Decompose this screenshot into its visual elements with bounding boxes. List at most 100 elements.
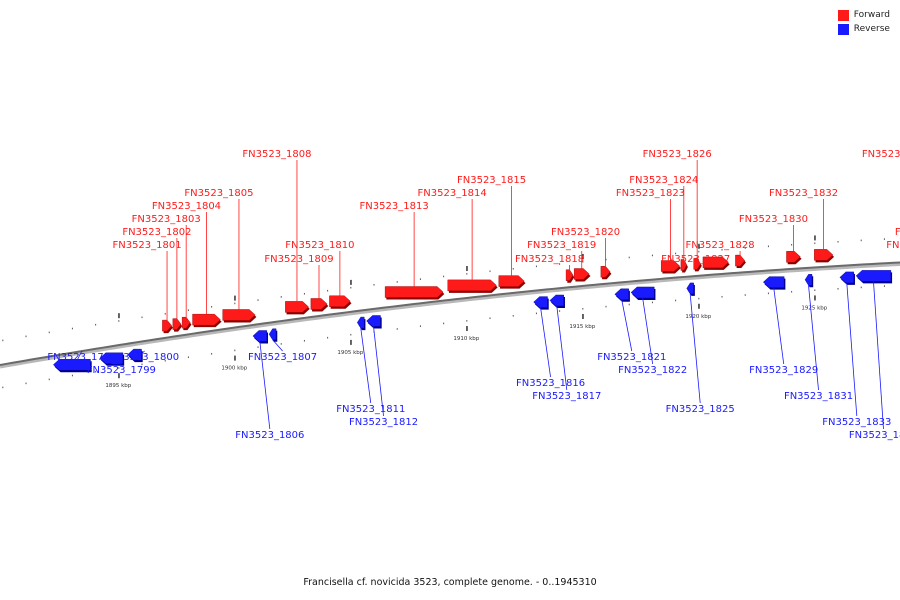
gene-label[interactable]: FN3523_1833 — [822, 417, 891, 428]
gene-arrow-fn3523-1804[interactable] — [192, 313, 221, 326]
gene-arrow-fn3523-1821[interactable] — [614, 288, 629, 301]
major-tick-rev — [118, 373, 120, 379]
minor-tick-fwd — [466, 273, 468, 275]
gene-arrow-fn3523-1820[interactable] — [600, 266, 611, 278]
gene-arrow-fn3523-1834[interactable] — [855, 270, 892, 282]
gene-label[interactable]: FN3523_1803 — [132, 214, 201, 225]
gene-arrow-fn3523-1833[interactable] — [839, 271, 854, 284]
gene-label[interactable]: FN3523_1808 — [242, 149, 311, 160]
gene-label[interactable]: FN3523_1825 — [666, 404, 735, 415]
gene-arrow-fn3523-1798[interactable] — [53, 359, 91, 371]
gene-arrow-fn3523-1822[interactable] — [630, 286, 655, 299]
gene-label[interactable]: FN3523_1811 — [336, 404, 405, 415]
gene-arrow-fn3523-1826[interactable] — [693, 258, 701, 270]
gene-arrow-fn3523-1808[interactable] — [285, 301, 309, 313]
major-tick-fwd — [582, 253, 584, 259]
minor-tick-fwd — [25, 335, 27, 338]
gene-label[interactable]: FN3523_1807 — [248, 352, 317, 363]
gene-label[interactable]: FN3523_1809 — [264, 254, 333, 265]
gene-arrow-fn3523-1831[interactable] — [804, 274, 813, 286]
gene-arrow-fn3523-1818[interactable] — [565, 269, 574, 281]
gene-label[interactable]: FN3523_1830 — [739, 214, 808, 225]
gene-label[interactable]: FN3523_1819 — [527, 240, 596, 251]
gene-arrow-fn3523-1812[interactable] — [366, 315, 381, 327]
gene-label[interactable]: FN3523_1810 — [285, 240, 354, 251]
gene-label[interactable]: FN3523_1802 — [122, 227, 191, 238]
minor-tick-rev — [327, 336, 329, 339]
minor-tick-rev — [280, 343, 282, 345]
minor-tick-rev — [698, 297, 700, 300]
major-tick-rev — [466, 326, 468, 332]
minor-tick-fwd — [791, 243, 793, 246]
gene-label[interactable]: FN3523_1834 — [849, 430, 900, 441]
gene-label[interactable]: FN3523_1806 — [235, 430, 304, 441]
gene-label[interactable]: FN3523_1799 — [87, 365, 156, 376]
gene-label[interactable]: FN3523_1798 — [47, 352, 116, 363]
gene-leader-line — [873, 281, 884, 430]
gene-arrow-fn3523-1806[interactable] — [252, 330, 267, 342]
gene-arrow-fn3523-1817[interactable] — [549, 294, 564, 307]
gene-label[interactable]: FN3523_1823 — [616, 188, 685, 199]
minor-tick-fwd — [95, 323, 97, 326]
minor-tick-rev — [767, 292, 769, 295]
gene-arrow-fn3523-1807[interactable] — [268, 328, 277, 340]
legend-forward: Forward — [837, 8, 890, 22]
gene-label[interactable]: FN3523_1804 — [152, 201, 221, 212]
gene-label[interactable]: FN3523_1821 — [597, 352, 666, 363]
axis-tick-label: 1920 kbp — [685, 314, 711, 320]
gene-arrow-fn3523-1809[interactable] — [310, 298, 328, 310]
minor-tick-rev — [164, 359, 166, 362]
gene-arrow-fn3523-1814[interactable] — [447, 279, 497, 292]
gene-label[interactable]: FN3523_1822 — [618, 365, 687, 376]
gene-label[interactable]: FN3523_1837 — [886, 240, 900, 251]
gene-label[interactable]: FN3523_1827 — [661, 254, 730, 265]
gene-label[interactable]: FN3523_1824 — [629, 175, 698, 186]
gene-arrow-fn3523-1824[interactable] — [680, 259, 687, 271]
gene-arrow-fn3523-1802[interactable] — [172, 318, 182, 330]
minor-tick-rev — [350, 333, 352, 336]
gene-label[interactable]: FN3523_1820 — [551, 227, 620, 238]
gene-label[interactable]: FN3523_1831 — [784, 391, 853, 402]
gene-arrow-fn3523-1811[interactable] — [357, 316, 365, 329]
gene-label[interactable]: FN3523_1838 — [895, 227, 900, 238]
minor-tick-fwd — [419, 278, 421, 280]
minor-tick-fwd — [512, 267, 514, 270]
minor-tick-rev — [234, 349, 236, 352]
gene-label[interactable]: FN3523_1829 — [749, 365, 818, 376]
gene-arrow-fn3523-1813[interactable] — [384, 286, 444, 298]
gene-label[interactable]: FN3523_1818 — [515, 254, 584, 265]
gene-label[interactable]: FN3523_1816 — [516, 378, 585, 389]
minor-tick-fwd — [303, 292, 305, 295]
gene-arrow-fn3523-1810[interactable] — [329, 295, 351, 307]
gene-arrow-fn3523-1828[interactable] — [735, 254, 745, 267]
minor-tick-fwd — [582, 260, 584, 263]
gene-label[interactable]: FN3523_1817 — [532, 391, 601, 402]
gene-leader-line — [373, 326, 384, 417]
major-tick-fwd — [350, 279, 352, 285]
gene-arrow-fn3523-1823[interactable] — [661, 260, 681, 272]
gene-arrow-fn3523-1801[interactable] — [162, 319, 172, 332]
gene-label[interactable]: FN3523_1801 — [112, 240, 181, 251]
gene-arrow-fn3523-1805[interactable] — [222, 309, 256, 321]
gene-arrow-fn3523-1816[interactable] — [533, 296, 548, 308]
gene-arrow-fn3523-1803[interactable] — [181, 316, 191, 329]
gene-leader-line — [360, 328, 372, 404]
gene-label[interactable]: FN3523_1805 — [184, 188, 253, 199]
gene-label[interactable]: FN3523_1826 — [643, 149, 712, 160]
gene-label[interactable]: FN3523_1814 — [418, 188, 487, 199]
gene-label[interactable]: FN3523_1815 — [457, 175, 526, 186]
gene-arrow-fn3523-1832[interactable] — [814, 249, 834, 261]
gene-label[interactable]: FN3523_1828 — [686, 240, 755, 251]
minor-tick-fwd — [257, 299, 259, 301]
gene-leader-line — [808, 285, 819, 391]
minor-tick-fwd — [396, 281, 398, 283]
gene-arrow-fn3523-1825[interactable] — [686, 282, 694, 295]
gene-label[interactable]: FN3523_1832 — [769, 188, 838, 199]
gene-arrow-fn3523-1829[interactable] — [762, 276, 785, 288]
gene-label[interactable]: FN3523_1813 — [360, 201, 429, 212]
gene-label[interactable]: FN3523_1835 — [862, 149, 900, 160]
gene-label[interactable]: FN3523_1800 — [110, 352, 179, 363]
gene-label[interactable]: FN3523_1812 — [349, 417, 418, 428]
gene-arrow-fn3523-1815[interactable] — [498, 275, 525, 287]
minor-tick-rev — [71, 374, 73, 377]
